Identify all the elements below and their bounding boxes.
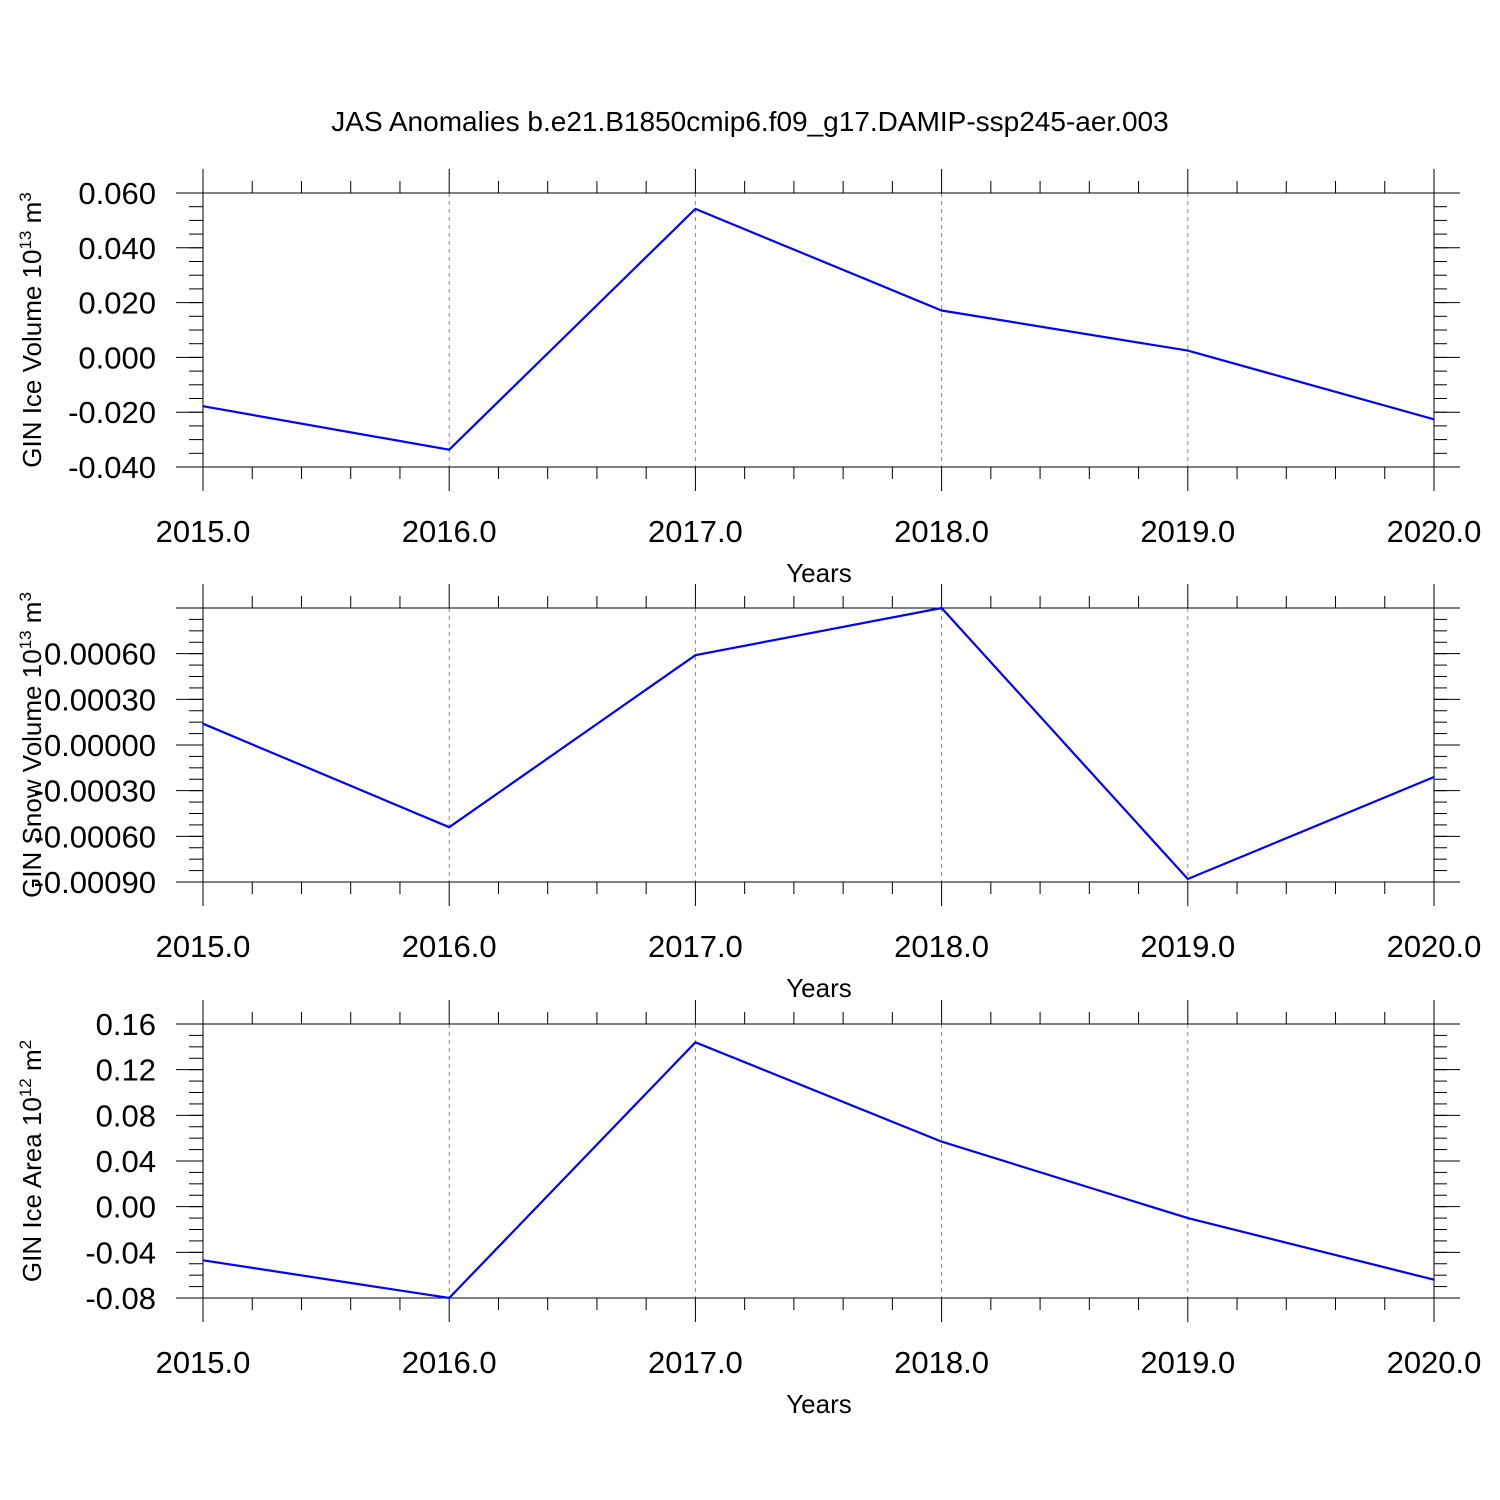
x-tick-label: 2020.0 — [1387, 514, 1482, 549]
data-point — [1433, 418, 1435, 421]
data-point — [448, 1297, 451, 1299]
y-axis-label-superscript: 3 — [16, 592, 35, 601]
y-axis-label-text: m — [17, 1049, 47, 1078]
y-tick-label: 0.020 — [78, 286, 156, 321]
x-axis-label: Years — [786, 973, 852, 1003]
data-point — [202, 722, 204, 725]
x-tick-label: 2015.0 — [156, 1345, 251, 1380]
x-axis-label: Years — [786, 558, 852, 588]
series-line — [202, 207, 1435, 451]
y-axis-label-superscript: 12 — [16, 1078, 35, 1097]
data-point — [940, 309, 943, 312]
y-axis-label-superscript: 2 — [16, 1040, 35, 1049]
y-tick-label: -0.040 — [68, 450, 156, 485]
y-tick-label: 0.04 — [96, 1144, 156, 1179]
y-axis-label: GIN Snow Volume 1013 m3 — [16, 592, 47, 898]
y-tick-label: 0.000 — [78, 340, 156, 375]
data-point — [1187, 349, 1189, 352]
y-axis-label-superscript: 3 — [16, 192, 35, 201]
panels: 2015.0 2016.0 2017.0 2018.0 2019.0 2020.0 -0.0… — [16, 169, 1481, 1419]
data-point — [694, 208, 697, 210]
y-axis-label-text: GIN Ice Area 10 — [17, 1097, 47, 1282]
x-tick-label: 2018.0 — [894, 514, 989, 549]
x-tick-label: 2015.0 — [156, 514, 251, 549]
y-tick-label: -0.00060 — [34, 819, 156, 854]
y-tick-label: -0.00030 — [34, 774, 156, 809]
data-point — [1433, 776, 1435, 778]
y-tick-label: -0.04 — [85, 1235, 156, 1270]
y-tick-label: -0.020 — [68, 395, 156, 430]
data-point — [202, 1259, 204, 1262]
x-tick-label: 2017.0 — [648, 514, 743, 549]
y-axis-label-text: GIN Snow Volume 10 — [17, 649, 47, 898]
y-axis-label-text: m — [17, 202, 47, 231]
figure-title: JAS Anomalies b.e21.B1850cmip6.f09_g17.D… — [331, 106, 1168, 137]
data-point — [448, 448, 451, 451]
chart-panel-1: 2015.0 2016.0 2017.0 2018.0 2019.0 2020.0 -0.0… — [16, 169, 1481, 588]
x-tick-label: 2020.0 — [1387, 1345, 1482, 1380]
x-tick-label: 2019.0 — [1140, 1345, 1235, 1380]
data-point — [202, 405, 204, 407]
x-tick-label: 2018.0 — [894, 929, 989, 964]
y-tick-label: 0.16 — [96, 1007, 156, 1042]
y-tick-label: 0.00060 — [44, 637, 156, 672]
x-tick-label: 2017.0 — [648, 929, 743, 964]
x-tick-label: 2016.0 — [402, 929, 497, 964]
x-axis-label: Years — [786, 1389, 852, 1419]
data-point — [1187, 1217, 1189, 1219]
y-axis-label-superscript: 13 — [16, 231, 35, 250]
x-tick-label: 2019.0 — [1140, 929, 1235, 964]
y-axis-label: GIN Ice Volume 1013 m3 — [16, 192, 47, 468]
x-tick-label: 2016.0 — [402, 514, 497, 549]
y-tick-label: -0.00090 — [34, 865, 156, 900]
y-axis-label-text: m — [17, 602, 47, 631]
x-tick-label: 2017.0 — [648, 1345, 743, 1380]
chart-panel-2: 2015.0 2016.0 2017.0 2018.0 2019.0 2020.0 -0.0… — [16, 584, 1481, 1003]
x-tick-label: 2018.0 — [894, 1345, 989, 1380]
data-point — [1433, 1278, 1435, 1281]
y-axis-label: GIN Ice Area 1012 m2 — [16, 1040, 47, 1282]
y-tick-label: 0.060 — [78, 176, 156, 211]
y-tick-label: 0.08 — [96, 1098, 156, 1133]
y-tick-label: 0.00000 — [44, 728, 156, 763]
x-tick-label: 2020.0 — [1387, 929, 1482, 964]
series-line — [202, 1041, 1435, 1300]
y-tick-label: 0.00 — [96, 1190, 156, 1225]
y-tick-label: 0.00030 — [44, 682, 156, 717]
series-line — [202, 606, 1435, 881]
y-axis-label-text: GIN Ice Volume 10 — [17, 250, 47, 468]
y-tick-label: -0.08 — [85, 1281, 156, 1316]
y-tick-label: 0.12 — [96, 1053, 156, 1088]
data-point — [1187, 878, 1189, 880]
chart-panel-3: 2015.0 2016.0 2017.0 2018.0 2019.0 2020.0 -0.0… — [16, 1000, 1481, 1419]
data-point — [940, 607, 943, 609]
y-tick-label: 0.040 — [78, 231, 156, 266]
data-point — [940, 1140, 943, 1143]
x-tick-label: 2019.0 — [1140, 514, 1235, 549]
data-point — [694, 1041, 697, 1044]
data-point — [694, 654, 697, 656]
x-tick-label: 2015.0 — [156, 929, 251, 964]
y-axis-label-superscript: 13 — [16, 630, 35, 649]
x-tick-label: 2016.0 — [402, 1345, 497, 1380]
data-point — [448, 826, 451, 828]
